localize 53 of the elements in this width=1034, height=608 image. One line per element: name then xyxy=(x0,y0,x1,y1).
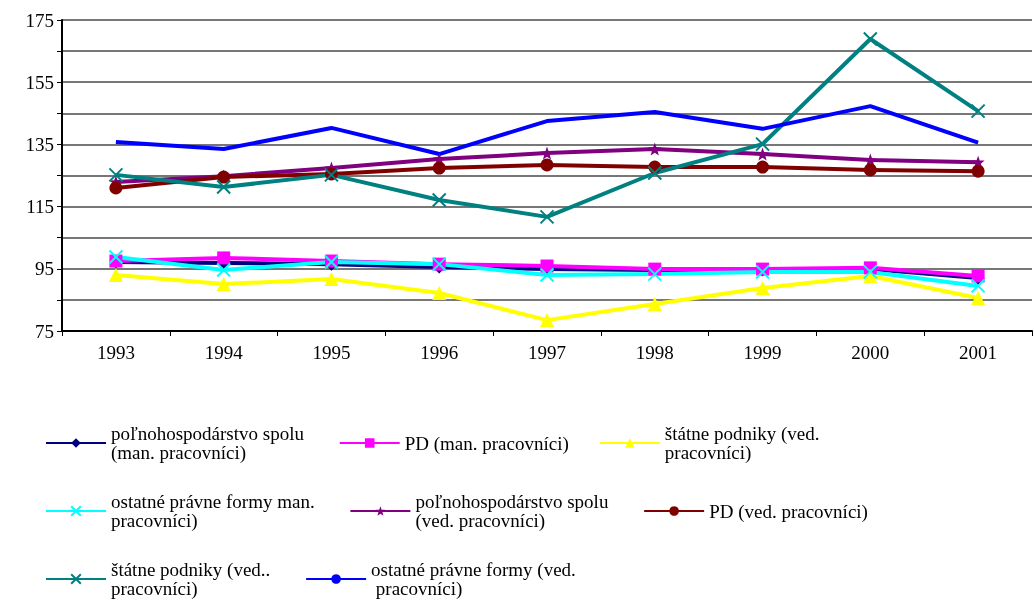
legend-label: PD (ved. pracovníci) xyxy=(709,500,868,523)
point xyxy=(971,291,986,306)
point xyxy=(647,296,662,311)
point xyxy=(756,147,770,161)
point xyxy=(539,209,555,225)
y-tick-label: 155 xyxy=(25,71,54,93)
x-tick-label: 1994 xyxy=(204,342,244,363)
point xyxy=(216,262,232,278)
legend-label: štátne podniky (ved. pracovníci) xyxy=(664,423,825,464)
point xyxy=(756,160,770,174)
point xyxy=(647,266,663,282)
point xyxy=(540,313,554,328)
point xyxy=(755,281,770,296)
point xyxy=(971,164,985,178)
point xyxy=(539,267,555,283)
point xyxy=(431,192,447,208)
point xyxy=(970,278,986,294)
x-tick-label: 1996 xyxy=(420,342,459,363)
point xyxy=(648,142,662,156)
point xyxy=(432,161,446,175)
y-tick-label: 75 xyxy=(35,320,54,342)
y-tick-label: 115 xyxy=(26,196,54,218)
x-tick-label: 2000 xyxy=(851,342,890,363)
point xyxy=(109,181,123,195)
x-tick-label: 2001 xyxy=(959,342,998,363)
point xyxy=(755,136,771,152)
point xyxy=(108,167,124,183)
legend-label: ostatné právne formy man. pracovníci) xyxy=(111,491,320,532)
point xyxy=(970,103,986,119)
legend-label: štátne podniky (ved.. pracovníci) xyxy=(111,559,276,600)
x-tick-label: 1998 xyxy=(635,342,674,363)
x-tick-label: 1999 xyxy=(743,342,782,363)
legend-label: PD (man. pracovníci) xyxy=(404,432,569,455)
y-tick-label: 175 xyxy=(25,9,54,31)
x-tick-label: 1997 xyxy=(528,342,566,363)
point xyxy=(108,268,123,283)
point xyxy=(647,165,663,181)
x-tick-label: 1995 xyxy=(312,342,351,363)
point xyxy=(216,179,232,195)
point xyxy=(216,277,231,292)
y-tick-label: 135 xyxy=(25,133,54,155)
y-tick-label: 95 xyxy=(35,258,54,280)
legend-label: poľnohospodárstvo spolu (man. pracovníci) xyxy=(111,423,309,464)
point xyxy=(108,249,124,265)
point xyxy=(863,163,877,177)
point xyxy=(432,286,447,301)
legend-label: poľnohospodárstvo spolu (ved. pracovníci) xyxy=(415,491,614,532)
legend-label: ostatné právne formy (ved. pracovníci) xyxy=(371,559,576,600)
x-tick-label: 1993 xyxy=(96,342,135,363)
point xyxy=(324,272,339,287)
point xyxy=(217,251,231,265)
point xyxy=(862,264,878,280)
point xyxy=(540,158,554,172)
